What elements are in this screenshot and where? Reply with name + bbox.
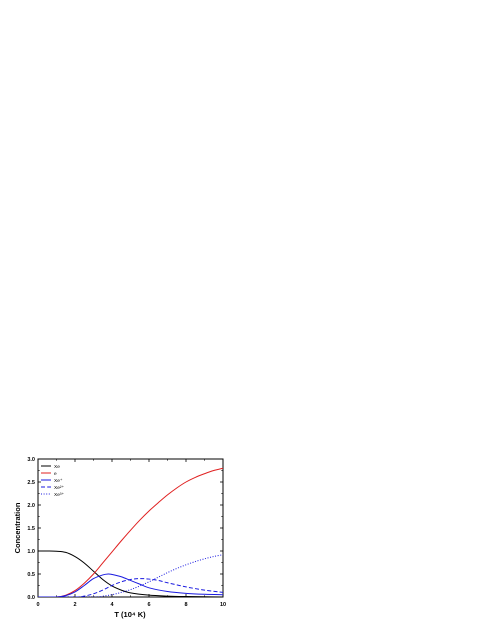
x-tick-label: 0 (36, 602, 39, 608)
x-tick-label: 10 (220, 602, 226, 608)
y-tick-label: 0.0 (27, 595, 35, 601)
legend: Xe eXe⁺Xe²⁺Xe³⁺ (41, 464, 64, 498)
legend-label-2: Xe⁺ (54, 478, 63, 484)
series-line-2 (38, 573, 223, 597)
legend-label-3: Xe²⁺ (54, 485, 64, 491)
x-tick-label: 8 (184, 602, 187, 608)
series-line-1 (38, 467, 223, 597)
legend-label-4: Xe³⁺ (54, 492, 64, 498)
plot-area (37, 458, 224, 598)
y-tick-label: 3.0 (27, 457, 35, 463)
y-axis-label: Concentration (13, 502, 22, 553)
x-axis: 0 2 4 6 8 10 (36, 459, 226, 608)
legend-label-0: Xe (54, 464, 60, 470)
y-tick-label: 0.5 (27, 572, 35, 578)
x-axis-label: T (10⁴ K) (114, 610, 146, 619)
series-lines (38, 467, 223, 597)
y-tick-label: 2.5 (27, 480, 35, 486)
x-tick-label: 6 (147, 602, 150, 608)
x-tick-label: 2 (73, 602, 76, 608)
plot-frame (37, 458, 224, 598)
legend-label-1: e (54, 472, 57, 477)
y-tick-label: 1.5 (27, 526, 35, 532)
y-tick-label: 1.0 (27, 549, 35, 555)
x-tick-label: 4 (110, 602, 114, 608)
series-line-0 (38, 550, 223, 597)
y-tick-label: 2.0 (27, 503, 35, 509)
series-line-3 (38, 578, 223, 597)
series-line-4 (38, 554, 223, 597)
